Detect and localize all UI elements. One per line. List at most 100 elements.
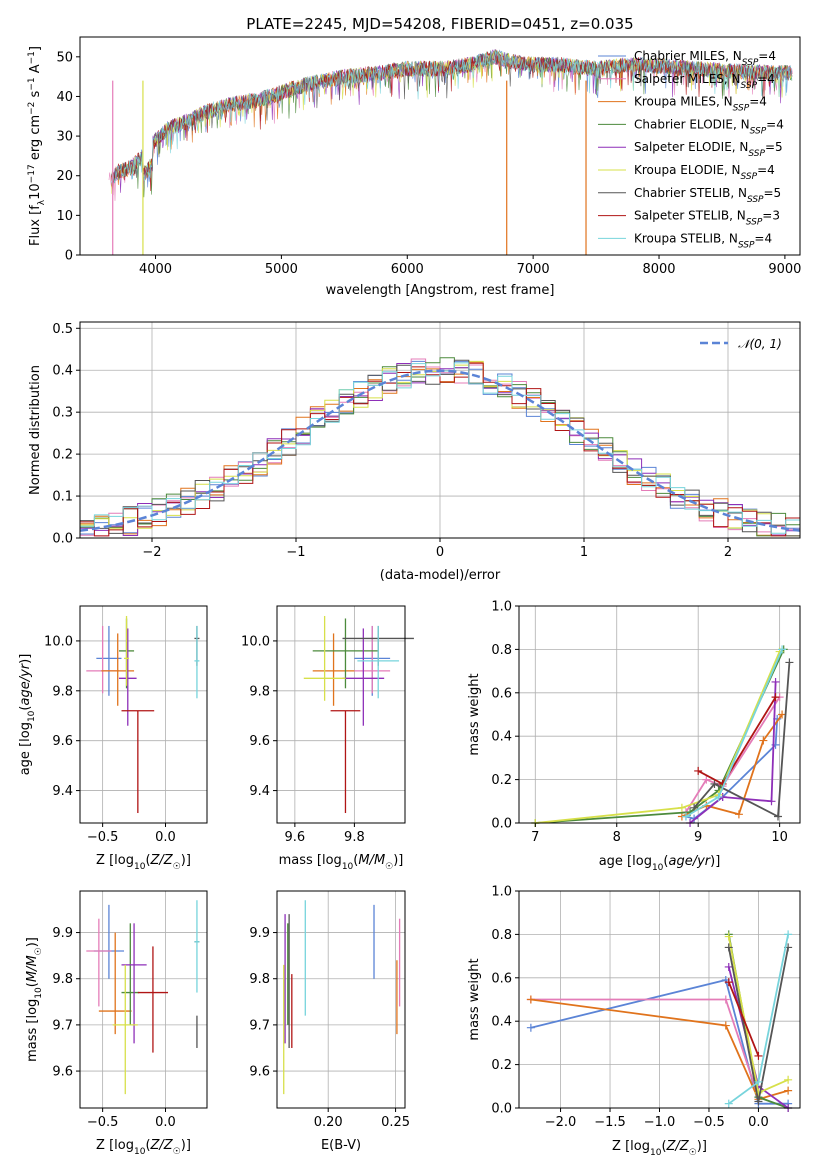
weight-line <box>689 681 777 824</box>
y-tick-label: 0.4 <box>52 364 73 379</box>
y-tick-label: 9.4 <box>52 784 73 799</box>
label-text: ( <box>145 1138 150 1153</box>
y-tick-label: 0.6 <box>491 971 512 986</box>
legend-subscript: SSP <box>741 81 758 91</box>
label-text: Z [log <box>96 853 134 868</box>
y-tick-label: 0.2 <box>491 1058 512 1073</box>
y-tick-label: 9.7 <box>249 1018 270 1033</box>
weight-marker <box>526 1023 535 1032</box>
y-tick-label: 10.0 <box>44 634 73 649</box>
legend-count: =4 <box>754 231 772 245</box>
weight-marker <box>785 658 794 667</box>
x-tick-label: −0.5 <box>693 1115 725 1130</box>
x-tick-label: −2 <box>142 545 161 560</box>
weight-marker <box>724 932 733 941</box>
legend-text: Kroupa MILES, N <box>634 95 733 109</box>
legend-subscript: SSP <box>750 126 767 136</box>
x-tick-label: 9000 <box>768 262 801 277</box>
weight-marker <box>690 803 699 812</box>
weight-marker <box>774 812 783 821</box>
weight-marker <box>754 1097 763 1106</box>
legend-entry: Salpeter MILES, NSSP=4 <box>634 72 775 91</box>
legend-subscript: SSP <box>747 195 764 205</box>
legend-entry: Chabrier MILES, NSSP=4 <box>634 49 776 68</box>
legend-subscript: SSP <box>733 104 750 114</box>
x-tick-label: 0.0 <box>155 830 176 845</box>
label-text: 10 <box>28 183 43 200</box>
y-tick-label: 9.8 <box>52 972 73 987</box>
label-text: ( <box>145 853 150 868</box>
weight-marker <box>759 736 768 745</box>
legend-subscript: SSP <box>741 172 758 182</box>
label-superscript: −2 <box>27 102 37 115</box>
label-subscript: ☉ <box>689 1148 697 1158</box>
y-tick-label: 0.0 <box>52 532 73 547</box>
weight-marker <box>754 1077 763 1086</box>
weight-line <box>535 651 781 824</box>
y-axis-label: Normed distribution <box>28 365 43 495</box>
label-text: age [log <box>599 854 652 869</box>
legend-text: Kroupa STELIB, N <box>634 231 738 245</box>
weight-marker <box>724 1099 733 1108</box>
legend-entry: Salpeter ELODIE, NSSP=5 <box>634 140 783 159</box>
y-tick-label: 0.2 <box>52 448 73 463</box>
y-tick-label: 9.8 <box>249 972 270 987</box>
y-tick-label: 10 <box>56 209 73 224</box>
label-text: A <box>28 64 43 77</box>
weight-line <box>530 998 789 1101</box>
histogram-step <box>80 359 800 537</box>
x-tick-label: −1 <box>286 545 305 560</box>
label-text: erg cm <box>28 115 43 164</box>
label-subscript: 10 <box>342 862 354 872</box>
y-tick-label: 0.2 <box>491 773 512 788</box>
legend-entry: Kroupa MILES, NSSP=4 <box>634 95 767 114</box>
mass-vs-ebv-panel: 0.20 0.25 9.6 9.7 9.8 9.9 E(B-V) <box>249 890 410 1153</box>
x-axis-label: wavelength [Angstrom, rest frame] <box>326 283 555 298</box>
weight-line <box>727 981 760 1057</box>
label-subscript: 10 <box>652 863 664 873</box>
y-tick-label: 0.1 <box>52 490 73 505</box>
y-tick-label: 9.9 <box>249 926 270 941</box>
label-text: Flux [f <box>28 205 43 246</box>
x-tick-label: 8000 <box>642 262 675 277</box>
label-subscript: ☉ <box>34 947 44 955</box>
legend-count: =4 <box>766 117 784 131</box>
y-tick-label: 9.7 <box>52 1018 73 1033</box>
y-axis-label: Flux [fλ10−17 erg cm−2 s−1 A−1] <box>27 46 47 246</box>
label-text: )] <box>697 1139 707 1154</box>
y-tick-label: 50 <box>56 50 73 65</box>
x-tick-label: −1.5 <box>594 1115 626 1130</box>
x-tick-label: 6000 <box>391 262 424 277</box>
x-tick-label: 7 <box>531 830 539 845</box>
weight-line <box>530 978 789 1105</box>
weight-marker <box>771 693 780 702</box>
legend-subscript: SSP <box>742 58 759 68</box>
legend-entry: Chabrier STELIB, NSSP=5 <box>634 186 781 205</box>
y-tick-label: 9.4 <box>249 784 270 799</box>
x-tick-label: 9.6 <box>285 830 306 845</box>
label-subscript: 10 <box>27 710 37 722</box>
y-tick-label: 20 <box>56 169 73 184</box>
legend-entry: Chabrier ELODIE, NSSP=4 <box>634 117 784 136</box>
x-axis-label: Z [log10(Z/Z☉)] <box>612 1139 707 1158</box>
weight-marker <box>784 1075 793 1084</box>
label-italic: age/yr <box>668 854 711 869</box>
weight-marker <box>778 645 787 654</box>
label-text: )] <box>18 654 33 664</box>
label-superscript: −1 <box>27 51 37 64</box>
age-vs-metallicity-panel: −0.5 0.09.49.69.810.0Z [log10(Z/Z☉)]age [… <box>18 605 208 872</box>
residual-histogram-panel: −2 −1 0 1 2 0.0 0.1 0.2 0.3 0.4 0.5 (data-model)/er… <box>28 321 801 583</box>
x-tick-label: 9.8 <box>344 830 365 845</box>
legend-count: =3 <box>762 209 780 223</box>
y-tick-label: 9.9 <box>52 926 73 941</box>
x-axis-label: mass [log10(M/M☉)] <box>279 853 404 872</box>
legend-text: Salpeter MILES, N <box>634 72 741 86</box>
label-subscript: ☉ <box>173 1147 181 1157</box>
weight-vs-metallicity-panel: −2.0 −1.5 −1.0 −0.5 0.0 0.0 0.2 0.4 0.6 0.8 1.0 Z [… <box>467 885 801 1158</box>
label-text: E(B-V) <box>321 1138 361 1153</box>
label-subscript: λ <box>37 199 47 205</box>
label-subscript: 10 <box>134 1147 146 1157</box>
x-axis-label: age [log10(age/yr)] <box>599 854 721 873</box>
weight-marker <box>784 1086 793 1095</box>
